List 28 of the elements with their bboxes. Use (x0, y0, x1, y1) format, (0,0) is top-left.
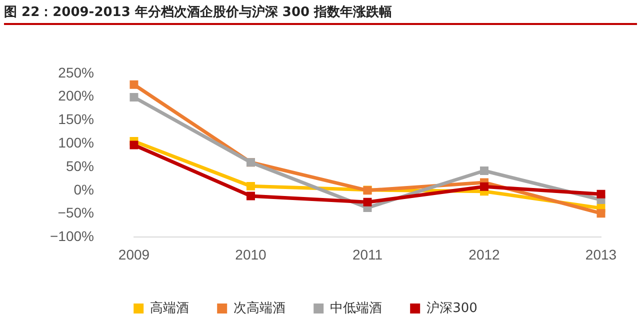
point (363, 198, 372, 206)
y-tick-label: 100% (58, 134, 94, 150)
point (596, 209, 606, 218)
y-tick-label: −50% (58, 204, 94, 221)
point (596, 190, 606, 198)
y-tick-label: 200% (58, 88, 94, 104)
point (246, 182, 255, 190)
chart-title: 图 22：2009-2013 年分档次酒企股价与沪深 300 指数年涨跌幅 (4, 3, 637, 25)
point (480, 182, 488, 191)
x-tick-label: 2012 (468, 246, 500, 262)
y-tick-label: 250% (58, 64, 94, 80)
point (130, 140, 138, 150)
y-tick-label: −100% (50, 228, 94, 244)
point (130, 80, 138, 89)
point (246, 192, 255, 200)
point (480, 166, 488, 175)
legend-label: 高端酒 (150, 300, 190, 316)
x-tick-label: 2013 (585, 246, 617, 262)
y-tick-label: 50% (66, 158, 94, 174)
legend-label: 中低端酒 (330, 300, 382, 316)
y-tick-label: 0% (74, 181, 94, 198)
legend-label: 次高端酒 (234, 300, 286, 316)
legend-label: 沪深300 (426, 300, 478, 316)
x-tick-label: 2009 (118, 246, 150, 262)
y-tick-label: 150% (58, 111, 94, 128)
x-tick-label: 2010 (235, 246, 267, 262)
point (130, 93, 138, 102)
x-tick-label: 2011 (352, 246, 383, 262)
